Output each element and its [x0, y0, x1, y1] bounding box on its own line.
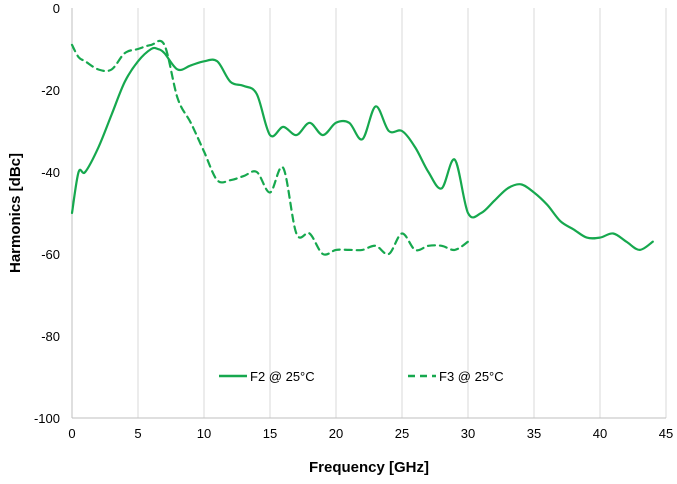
series-line-f2	[70, 46, 654, 251]
x-tick-label: 5	[134, 426, 141, 441]
x-axis-title: Frequency [GHz]	[309, 459, 429, 476]
y-tick-label: -80	[41, 329, 60, 344]
y-tick-label: -20	[41, 83, 60, 98]
x-tick-label: 30	[461, 426, 475, 441]
legend: F2 @ 25°C F3 @ 25°C	[219, 369, 504, 384]
y-tick-label: 0	[53, 1, 60, 16]
series-line-f3	[70, 39, 470, 256]
x-tick-label: 15	[263, 426, 277, 441]
x-tick-label: 25	[395, 426, 409, 441]
x-tick-label: 0	[68, 426, 75, 441]
y-tick-label: -40	[41, 165, 60, 180]
x-tick-label: 45	[659, 426, 673, 441]
plot-series	[70, 39, 654, 256]
x-axis-ticks: 0 5 10 15 20 25 30 35 40 45	[68, 426, 673, 441]
x-tick-label: 35	[527, 426, 541, 441]
x-tick-label: 40	[593, 426, 607, 441]
vertical-gridlines	[71, 8, 667, 418]
y-axis-ticks: 0 -20 -40 -60 -80 -100	[34, 1, 60, 426]
legend-label-f2: F2 @ 25°C	[250, 369, 315, 384]
x-tick-label: 10	[197, 426, 211, 441]
y-tick-label: -60	[41, 247, 60, 262]
x-tick-label: 20	[329, 426, 343, 441]
y-tick-label: -100	[34, 411, 60, 426]
legend-label-f3: F3 @ 25°C	[439, 369, 504, 384]
y-axis-title: Harmonics [dBc]	[7, 153, 24, 273]
